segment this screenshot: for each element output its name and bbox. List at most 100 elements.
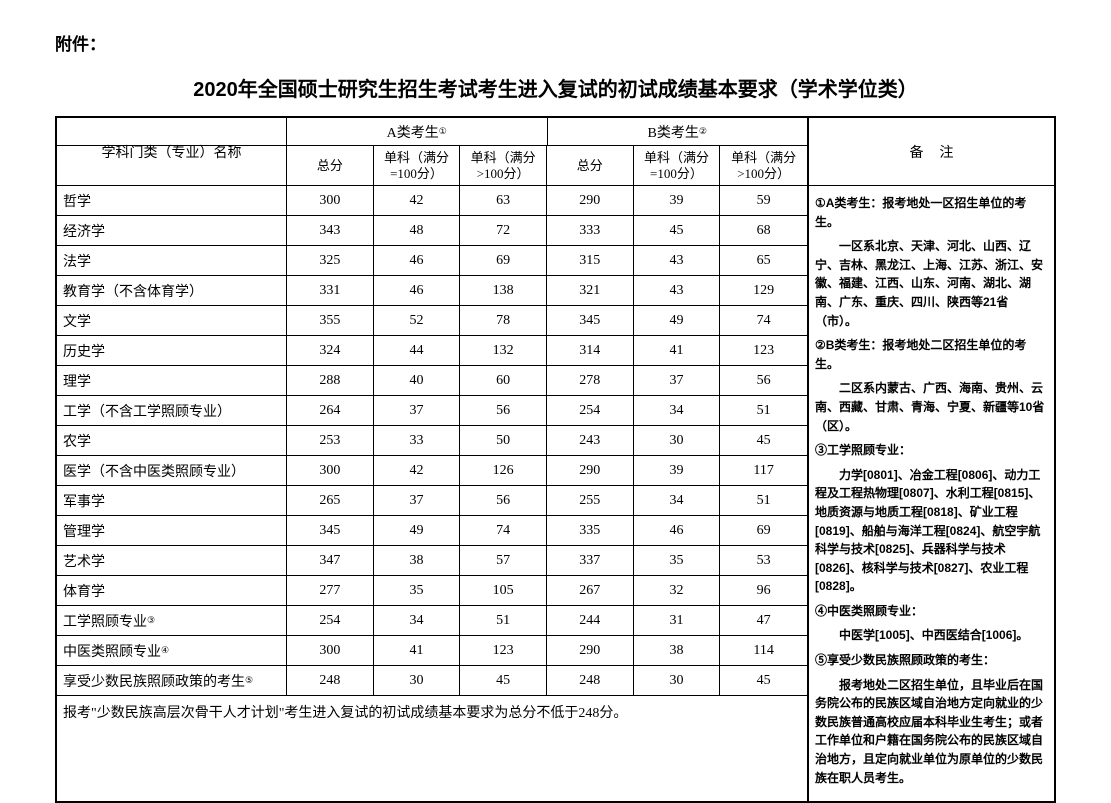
major-cell: 军事学 xyxy=(57,486,287,515)
score-cell: 74 xyxy=(460,516,547,545)
score-cell: 44 xyxy=(374,336,461,365)
score-cell: 345 xyxy=(547,306,634,335)
major-cell: 医学（不含中医类照顾专业） xyxy=(57,456,287,485)
score-cell: 45 xyxy=(634,216,721,245)
score-cell: 254 xyxy=(547,396,634,425)
score-cell: 56 xyxy=(720,366,807,395)
score-cell: 34 xyxy=(634,396,721,425)
remark-5-head: ⑤享受少数民族照顾政策的考生： xyxy=(815,651,1048,670)
major-cell: 法学 xyxy=(57,246,287,275)
score-cell: 337 xyxy=(547,546,634,575)
score-cell: 40 xyxy=(374,366,461,395)
score-cell: 56 xyxy=(460,396,547,425)
score-cell: 49 xyxy=(374,516,461,545)
score-cell: 34 xyxy=(634,486,721,515)
remark-4-head: ④中医类照顾专业： xyxy=(815,602,1048,621)
score-cell: 264 xyxy=(287,396,374,425)
table-row: 体育学277351052673296 xyxy=(57,576,807,606)
major-cell: 农学 xyxy=(57,426,287,455)
score-cell: 51 xyxy=(720,486,807,515)
score-cell: 244 xyxy=(547,606,634,635)
table-row: 工学照顾专业③25434512443147 xyxy=(57,606,807,636)
score-cell: 265 xyxy=(287,486,374,515)
a-sub100-l2: =100分） xyxy=(390,166,443,182)
score-cell: 123 xyxy=(720,336,807,365)
score-cell: 69 xyxy=(720,516,807,545)
score-cell: 35 xyxy=(634,546,721,575)
major-sup: ④ xyxy=(161,645,169,656)
major-cell: 哲学 xyxy=(57,186,287,215)
score-cell: 60 xyxy=(460,366,547,395)
score-cell: 288 xyxy=(287,366,374,395)
score-cell: 41 xyxy=(374,636,461,665)
score-cell: 68 xyxy=(720,216,807,245)
score-cell: 126 xyxy=(460,456,547,485)
score-cell: 123 xyxy=(460,636,547,665)
score-cell: 321 xyxy=(547,276,634,305)
score-cell: 72 xyxy=(460,216,547,245)
major-cell: 文学 xyxy=(57,306,287,335)
major-cell: 工学照顾专业③ xyxy=(57,606,287,635)
b-subgt100-l1: 单科（满分 xyxy=(731,150,796,166)
group-a-sup: ① xyxy=(439,126,447,137)
col-a-total: 总分 xyxy=(287,146,374,185)
score-cell: 63 xyxy=(460,186,547,215)
score-cell: 333 xyxy=(547,216,634,245)
b-sub100-l2: =100分） xyxy=(650,166,703,182)
score-cell: 30 xyxy=(634,666,721,695)
remark-2-head: ②B类考生：报考地处二区招生单位的考生。 xyxy=(815,336,1048,373)
remarks-header: 备注 xyxy=(809,118,1054,186)
major-cell: 体育学 xyxy=(57,576,287,605)
remark-3-body: 力学[0801]、冶金工程[0806]、动力工程及工程热物理[0807]、水利工… xyxy=(815,466,1048,596)
score-cell: 51 xyxy=(720,396,807,425)
score-cell: 41 xyxy=(634,336,721,365)
rows-container: 哲学30042632903959经济学34348723334568法学32546… xyxy=(57,186,807,696)
score-cell: 39 xyxy=(634,186,721,215)
score-cell: 38 xyxy=(374,546,461,575)
score-cell: 69 xyxy=(460,246,547,275)
score-cell: 49 xyxy=(634,306,721,335)
score-cell: 43 xyxy=(634,276,721,305)
score-cell: 37 xyxy=(374,396,461,425)
table-row: 享受少数民族照顾政策的考生⑤24830452483045 xyxy=(57,666,807,696)
score-cell: 290 xyxy=(547,456,634,485)
major-cell: 艺术学 xyxy=(57,546,287,575)
a-subgt100-l1: 单科（满分 xyxy=(471,150,536,166)
remark-1-head: ①A类考生：报考地处一区招生单位的考生。 xyxy=(815,194,1048,231)
score-cell: 300 xyxy=(287,636,374,665)
col-a-sub100: 单科（满分 =100分） xyxy=(374,146,461,185)
score-cell: 32 xyxy=(634,576,721,605)
score-cell: 290 xyxy=(547,186,634,215)
score-cell: 300 xyxy=(287,456,374,485)
score-cell: 52 xyxy=(374,306,461,335)
remark-5-body: 报考地处二区招生单位，且毕业后在国务院公布的民族区域自治地方定向就业的少数民族普… xyxy=(815,676,1048,788)
score-cell: 132 xyxy=(460,336,547,365)
score-cell: 42 xyxy=(374,186,461,215)
table-row: 文学35552783454974 xyxy=(57,306,807,336)
table-row: 军事学26537562553451 xyxy=(57,486,807,516)
score-cell: 114 xyxy=(720,636,807,665)
score-cell: 43 xyxy=(634,246,721,275)
score-cell: 47 xyxy=(720,606,807,635)
score-cell: 34 xyxy=(374,606,461,635)
attachment-label: 附件： xyxy=(55,30,1056,55)
score-cell: 343 xyxy=(287,216,374,245)
table-row: 艺术学34738573373553 xyxy=(57,546,807,576)
score-cell: 243 xyxy=(547,426,634,455)
score-cell: 347 xyxy=(287,546,374,575)
score-cell: 46 xyxy=(634,516,721,545)
score-cell: 325 xyxy=(287,246,374,275)
score-cell: 38 xyxy=(634,636,721,665)
a-sub100-l1: 单科（满分 xyxy=(384,150,449,166)
score-cell: 42 xyxy=(374,456,461,485)
score-cell: 255 xyxy=(547,486,634,515)
remark-1-body: 一区系北京、天津、河北、山西、辽宁、吉林、黑龙江、上海、江苏、浙江、安徽、福建、… xyxy=(815,237,1048,330)
major-cell: 教育学（不含体育学） xyxy=(57,276,287,305)
score-cell: 45 xyxy=(460,666,547,695)
major-sup: ⑤ xyxy=(245,675,253,686)
score-cell: 33 xyxy=(374,426,461,455)
table-row: 医学（不含中医类照顾专业）3004212629039117 xyxy=(57,456,807,486)
header-row-2: 总分 单科（满分 =100分） 单科（满分 >100分） 总分 单科（满分 =1… xyxy=(57,146,807,186)
major-cell: 享受少数民族照顾政策的考生⑤ xyxy=(57,666,287,695)
table-row: 农学25333502433045 xyxy=(57,426,807,456)
